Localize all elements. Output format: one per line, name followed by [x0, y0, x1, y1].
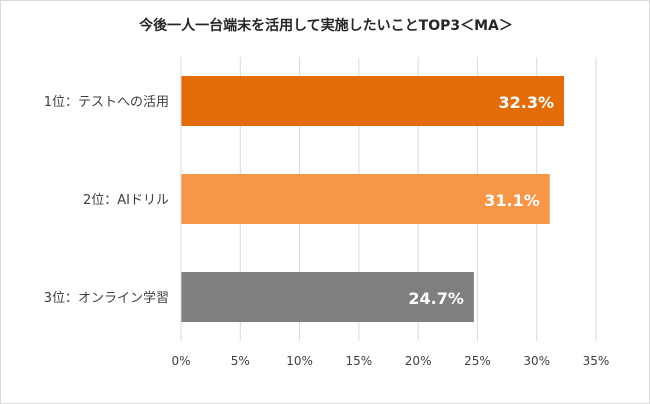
category-label-2: 2位：AIドリル — [83, 193, 169, 208]
x-tick-label-20: 20% — [405, 354, 432, 368]
x-tick-label-5: 5% — [231, 354, 250, 368]
x-tick-label-10: 10% — [286, 354, 313, 368]
data-label-2: 31.1% — [484, 191, 540, 210]
x-tick-label-25: 25% — [464, 354, 491, 368]
data-label-1: 32.3% — [498, 93, 554, 112]
bar-2 — [181, 174, 550, 224]
bar-3 — [181, 272, 474, 322]
x-tick-label-30: 30% — [523, 354, 550, 368]
x-tick-label-0: 0% — [171, 354, 190, 368]
bar-1 — [181, 76, 564, 126]
x-tick-label-35: 35% — [583, 354, 610, 368]
chart-title: 今後一人一台端末を活用して実施したいことTOP3＜MA＞ — [139, 18, 513, 34]
category-label-1: 1位：テストへの活用 — [44, 95, 169, 110]
category-label-3: 3位：オンライン学習 — [44, 290, 169, 306]
data-label-3: 24.7% — [408, 289, 464, 308]
x-tick-label-15: 15% — [346, 354, 373, 368]
